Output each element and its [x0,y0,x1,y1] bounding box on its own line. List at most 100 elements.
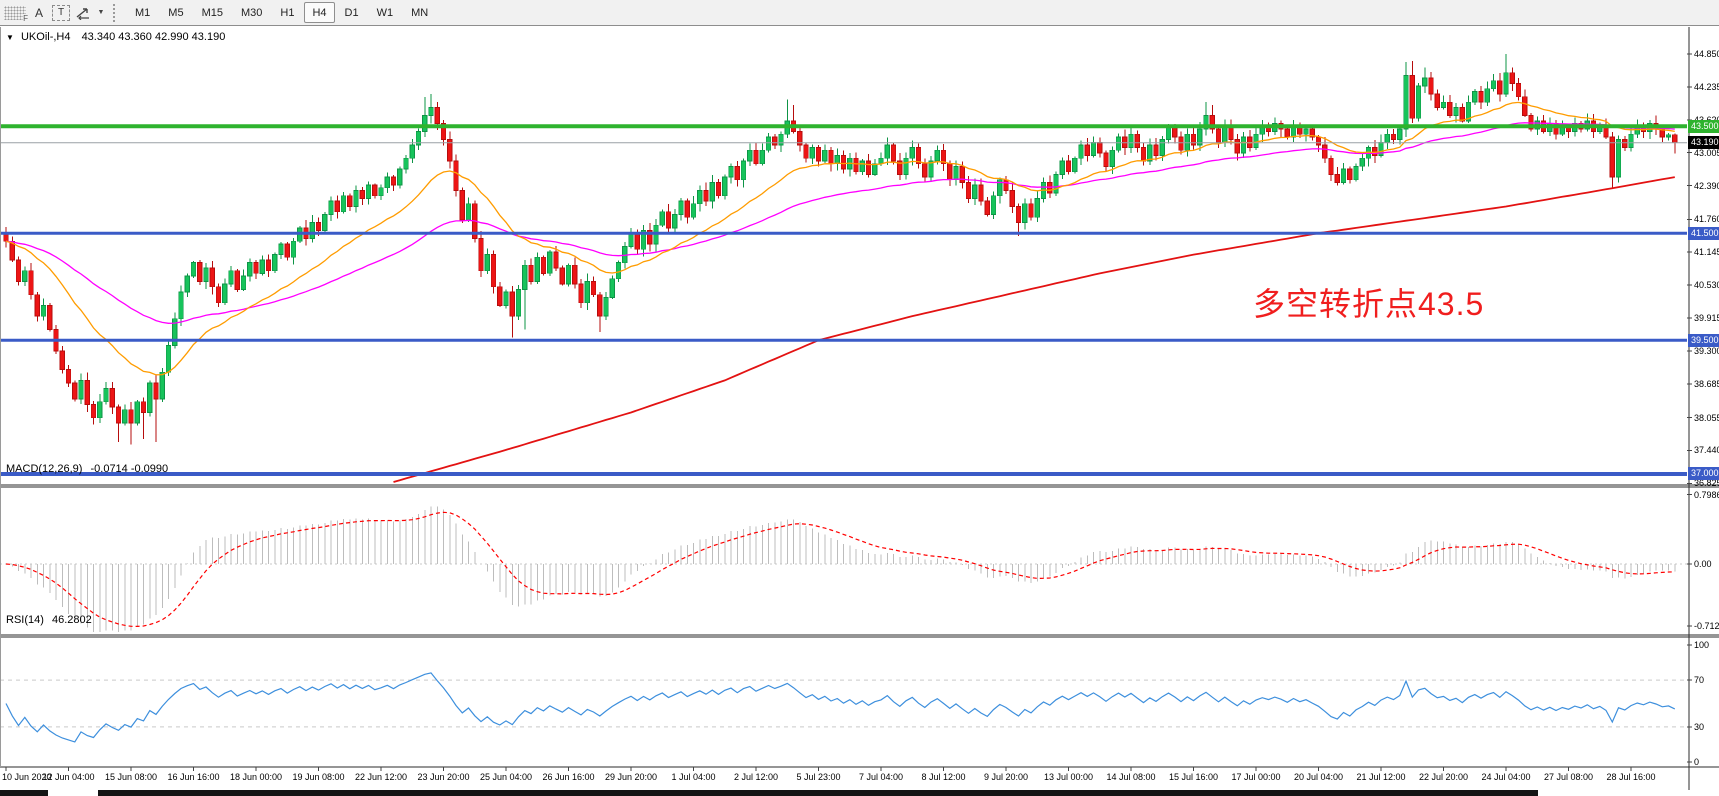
cycle-arrows-icon[interactable] [72,3,94,23]
time-axis[interactable]: 10 Jun 2020 12 Jun 04:00 15 Jun 08:00 16 Ju… [0,772,1719,792]
timeframe-button-M30[interactable]: M30 [240,6,263,19]
candle-body [853,157,859,173]
candle-body [778,133,784,146]
candle-body [478,238,484,272]
candle-body [953,165,959,181]
candle-body [734,165,740,181]
candle-body [15,259,22,282]
candle-body [1340,168,1347,183]
candle-body [1009,190,1015,207]
price-level-chip: 37.000 [1688,467,1719,481]
candle-body [509,291,515,317]
candle-body [490,254,497,288]
text-a-icon[interactable]: A [34,5,43,20]
candle-body [1059,160,1065,175]
timeframe-button-M1[interactable]: M1 [135,6,151,19]
candle-body [365,184,372,199]
candle-body [40,305,47,317]
price-tick-label: 43.005 [1694,147,1719,158]
candle-body [1397,128,1403,141]
candle-body [1390,133,1397,140]
candle-body [1522,96,1528,116]
candle-body [1284,128,1290,138]
candle-body [97,401,103,419]
candle-body [59,350,65,371]
candle-body [1015,206,1022,223]
candle-body [628,232,634,248]
candle-body [1609,136,1615,178]
chart-grid-f-icon[interactable]: F [4,5,28,23]
candle-body [797,131,803,146]
candle-body [1128,133,1134,149]
timeframe-button-M15[interactable]: M15 [201,6,223,19]
price-tick-label: 40.530 [1694,280,1719,291]
candle-body [1134,133,1140,149]
candle-body [1440,101,1447,108]
time-tick-label: 13 Jul 00:00 [1043,772,1094,782]
timeframe-button-D1[interactable]: D1 [344,6,359,19]
candle-body [47,305,53,330]
timeframe-button-W1[interactable]: W1 [376,6,394,19]
candle-body [1490,80,1497,90]
rsi-pane[interactable] [0,672,1687,743]
candle-body [265,259,272,272]
macd-tick-label: -0.7124 [1694,620,1719,631]
dropdown-caret-icon[interactable]: ▼ [97,9,105,16]
candle-body [765,136,772,151]
candle-body [184,275,190,293]
candle-body [1103,152,1109,167]
candle-body [1140,147,1147,162]
rsi-tick-label: 100 [1694,640,1710,650]
candle-body [497,286,503,306]
candle-body [228,270,234,285]
candle-body [947,163,953,181]
text-box-icon[interactable]: T [52,4,70,21]
candle-body [153,382,159,400]
candle-body [572,264,578,285]
time-tick-label: 29 Jun 20:00 [604,772,658,782]
candle-body [115,406,122,424]
candle-body [672,214,678,229]
candle-body [1184,133,1190,151]
candle-body [397,168,403,186]
candle-body [809,147,815,159]
candle-body [940,149,947,165]
chart-canvas[interactable] [0,27,1719,796]
symbol-name: UKOil-,H4 [20,31,71,43]
timeframe-button-H1[interactable]: H1 [280,6,295,19]
candle-body [828,149,834,165]
candle-body [747,149,753,162]
price-level-chip: 43.500 [1688,119,1719,133]
macd-tick-label: 0.00 [1694,559,1712,569]
candle-body [659,211,665,226]
candle-body [884,144,890,159]
candle-body [665,211,672,229]
main-pane[interactable] [0,54,1687,483]
candle-body [465,203,472,221]
price-level-chip: 41.500 [1688,226,1719,240]
timeframe-button-M5[interactable]: M5 [168,6,184,19]
candle-body [403,157,409,170]
timeframe-button-MN[interactable]: MN [411,6,429,19]
candle-body [684,200,690,218]
candle-body [890,144,897,162]
timeframe-button-H4[interactable]: H4 [304,2,335,23]
candle-body [822,149,828,162]
candle-body [534,256,540,282]
price-tick-label: 41.760 [1694,214,1719,225]
candle-body [634,232,640,250]
candle-body [28,270,34,296]
candle-body [597,294,603,317]
candle-body [1315,136,1322,146]
symbol-dropdown-icon[interactable]: ▼ [6,33,14,42]
candle-body [703,190,709,202]
candle-body [553,251,559,269]
candle-body [1034,198,1040,218]
toolbar-grip[interactable] [113,3,120,22]
rsi-tick-label: 0 [1694,757,1700,767]
top-toolbar: F A T ▼ M1 M5 M15 M30 H1 H4 D1 W1 MN [0,0,1719,26]
candle-body [1022,203,1028,223]
macd-pane[interactable] [0,506,1687,632]
time-tick-label: 1 Jul 04:00 [671,772,716,782]
candle-body [128,409,134,424]
